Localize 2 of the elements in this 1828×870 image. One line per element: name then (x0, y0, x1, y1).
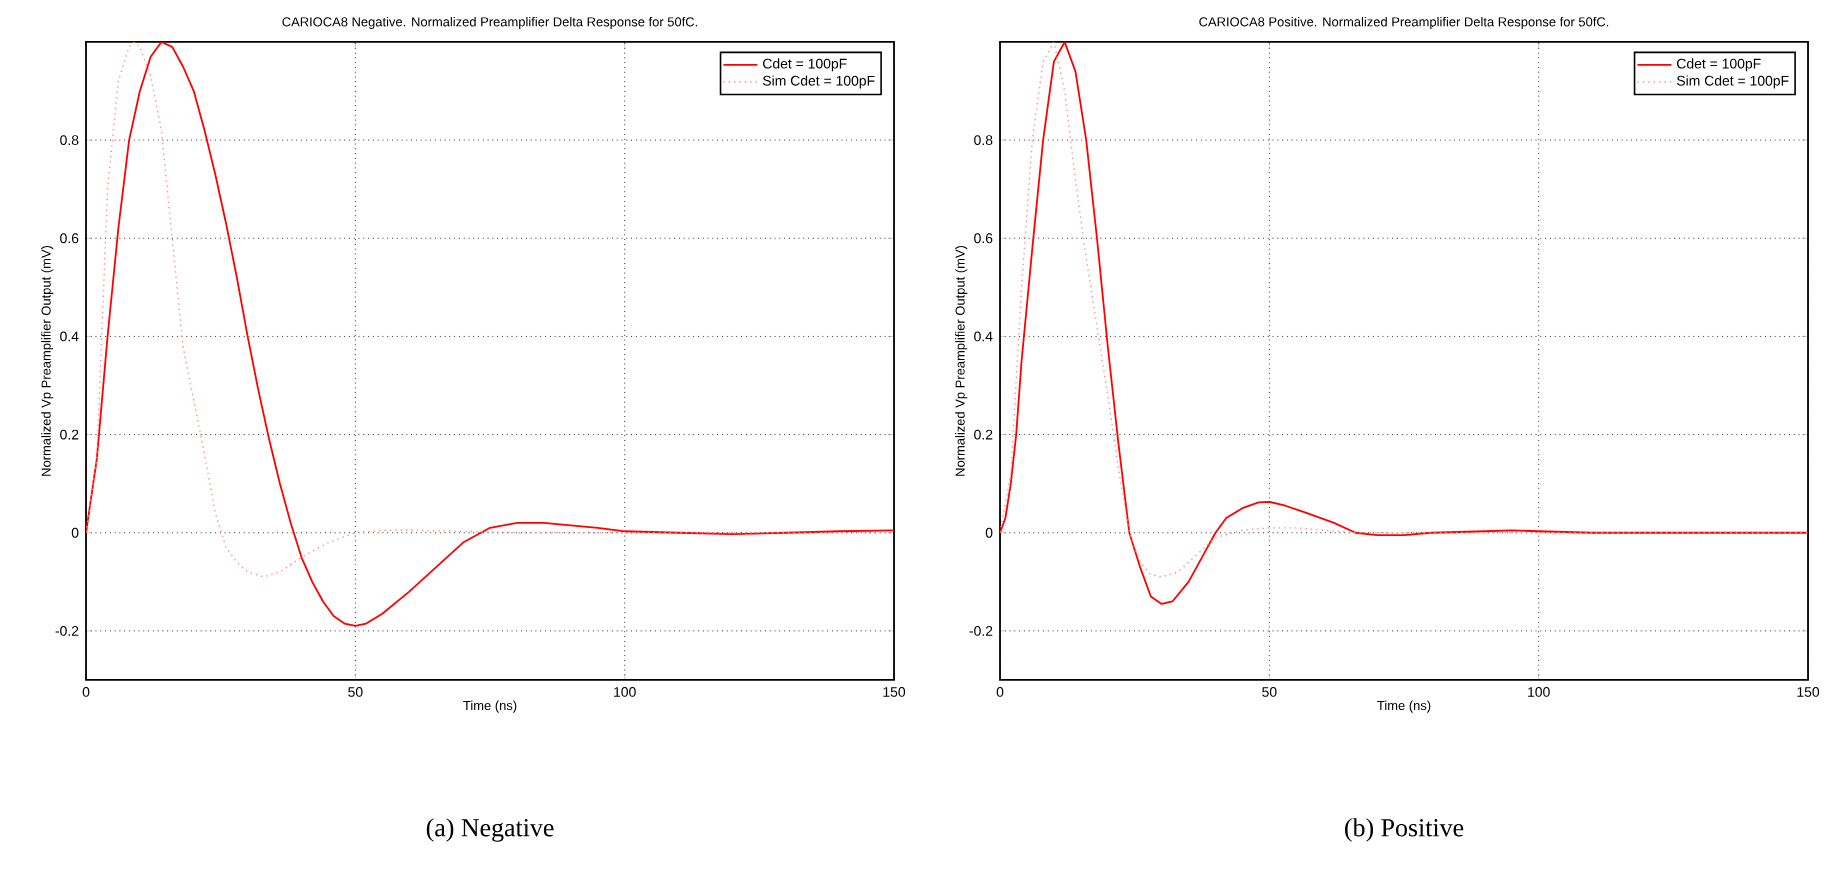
text: (a) Negative (426, 818, 554, 842)
text: (b) Positive (1345, 818, 1464, 842)
